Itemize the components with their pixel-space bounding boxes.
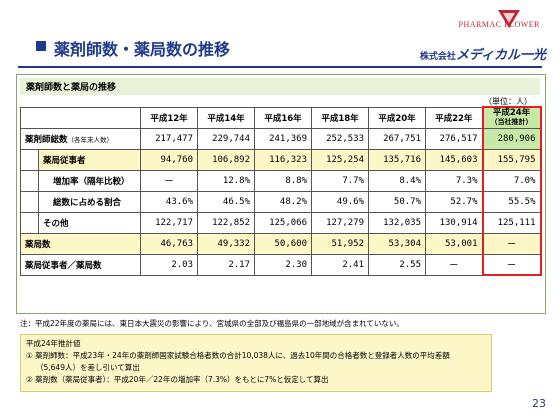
table-cell: ー	[425, 253, 483, 276]
table-cell: 130,914	[425, 211, 483, 234]
table-row: その他 122,717 122,852 125,066 127,279 132,…	[20, 211, 542, 234]
table-cell: 2.03	[140, 253, 198, 276]
table-cell: 8.8%	[254, 169, 312, 192]
estimate-note: （当社推計）	[490, 117, 533, 126]
table-cell: 145,603	[425, 148, 483, 171]
table-cell-estimate: 155,795	[481, 148, 542, 171]
row-label: 総数に占める割合	[38, 190, 141, 213]
table-cell: 43.6%	[140, 190, 198, 213]
column-header-estimate: 平成24年 （当社推計）	[481, 106, 542, 129]
title-divider	[18, 66, 542, 68]
table-cell: 241,369	[254, 127, 312, 150]
table-cell: 252,533	[311, 127, 369, 150]
table-cell: 52.7%	[425, 190, 483, 213]
table-row: 増加率（隔年比較） ー 12.8% 8.8% 7.7% 8.4% 7.3% 7.…	[20, 169, 542, 192]
footnote: 注：平成22年度の薬局には、東日本大震災の影響により、宮城県の全部及び福島県の一…	[20, 319, 404, 328]
table-cell: 7.7%	[311, 169, 369, 192]
column-header: 平成16年	[254, 106, 312, 129]
table-cell: 127,279	[311, 211, 369, 234]
estimate-year: 平成24年	[492, 107, 531, 118]
estimate-line-1: ① 薬剤師数：平成23年・24年の薬剤師国家試験合格者数の合計10,038人に、…	[26, 351, 450, 360]
table-cell-estimate: 125,111	[481, 211, 542, 234]
table-cell: 50,600	[254, 232, 312, 255]
pharmacist-table: 平成12年 平成14年 平成16年 平成18年 平成20年 平成22年 平成24…	[20, 106, 542, 276]
table-cell: 2.17	[197, 253, 255, 276]
table-cell: 12.8%	[197, 169, 255, 192]
table-cell: 94,760	[140, 148, 198, 171]
table-cell: 125,254	[311, 148, 369, 171]
table-cell: 125,066	[254, 211, 312, 234]
table-cell: 217,477	[140, 127, 198, 150]
column-header: 平成14年	[197, 106, 255, 129]
logo-text: PHARMAC FLOWER	[458, 20, 540, 29]
row-label: 薬剤師総数（各年末人数）	[20, 127, 141, 150]
table-cell: 116,323	[254, 148, 312, 171]
table-cell: 53,001	[425, 232, 483, 255]
company-prefix: 株式会社	[419, 52, 456, 62]
unit-label: （単位：人）	[484, 97, 532, 106]
row-label: その他	[38, 211, 141, 234]
table-cell: 46,763	[140, 232, 198, 255]
company-name: 株式会社メディカル一光	[420, 44, 546, 63]
estimate-line-1b: （5,649人）を差し引いて算出	[36, 363, 140, 372]
table-cell: 106,892	[197, 148, 255, 171]
table-row: 薬局従事者 94,760 106,892 116,323 125,254 135…	[20, 148, 542, 171]
table-cell: 50.7%	[368, 190, 426, 213]
table-cell: 2.41	[311, 253, 369, 276]
slide-title-area: 薬剤師数・薬局数の推移	[36, 36, 354, 60]
estimate-heading: 平成24年推計値	[26, 339, 81, 348]
company-brand: メディカル一光	[455, 48, 546, 63]
table-cell: 7.3%	[425, 169, 483, 192]
table-cell: 51,952	[311, 232, 369, 255]
table-cell-estimate: ー	[481, 253, 542, 276]
table-cell-estimate: ー	[481, 232, 542, 255]
table-cell-estimate: 7.0%	[481, 169, 542, 192]
table-cell: 132,035	[368, 211, 426, 234]
table-cell: 122,852	[197, 211, 255, 234]
row-label: 薬局従事者	[38, 148, 141, 171]
table-cell: 229,744	[197, 127, 255, 150]
table-cell: 122,717	[140, 211, 198, 234]
column-header: 平成12年	[140, 106, 198, 129]
table-cell: 48.2%	[254, 190, 312, 213]
row-label: 増加率（隔年比較）	[38, 169, 141, 192]
table-cell: 267,751	[368, 127, 426, 150]
table-row: 薬局数 46,763 49,332 50,600 51,952 53,304 5…	[20, 232, 542, 255]
table-cell: 2.30	[254, 253, 312, 276]
table-cell-estimate: 280,906	[481, 127, 542, 150]
estimate-note-box	[20, 334, 492, 392]
section-header-band	[20, 78, 540, 95]
row-label: 薬局数	[20, 232, 141, 255]
table-cell: ー	[140, 169, 198, 192]
table-row: 薬剤師総数（各年末人数） 217,477 229,744 241,369 252…	[20, 127, 542, 150]
table-row: 薬局従事者／薬局数 2.03 2.17 2.30 2.41 2.55 ー ー	[20, 253, 542, 276]
page-number: 23	[532, 397, 546, 410]
column-header: 平成18年	[311, 106, 369, 129]
table-cell: 276,517	[425, 127, 483, 150]
table-cell: 49,332	[197, 232, 255, 255]
column-header: 平成22年	[425, 106, 483, 129]
column-header: 平成20年	[368, 106, 426, 129]
table-cell: 49.6%	[311, 190, 369, 213]
table-cell: 46.5%	[197, 190, 255, 213]
section-label: 薬剤師数と薬局の推移	[26, 83, 117, 93]
table-row: 総数に占める割合 43.6% 46.5% 48.2% 49.6% 50.7% 5…	[20, 190, 542, 213]
table-cell: 2.55	[368, 253, 426, 276]
estimate-line-2: ② 薬剤数（薬局従事者）：平成20年／22年の増加率（7.3%）をもとに7%と仮…	[26, 375, 329, 384]
pharmacy-flower-logo: PHARMAC FLOWER	[432, 6, 552, 36]
table-cell: 135,716	[368, 148, 426, 171]
row-label: 薬局従事者／薬局数	[20, 253, 141, 276]
table-header-row: 平成12年 平成14年 平成16年 平成18年 平成20年 平成22年 平成24…	[20, 106, 542, 129]
page-title: 薬剤師数・薬局数の推移	[54, 40, 231, 59]
title-bullet-icon	[36, 41, 46, 51]
table-cell: 8.4%	[368, 169, 426, 192]
table-cell: 53,304	[368, 232, 426, 255]
table-cell-estimate: 55.5%	[481, 190, 542, 213]
